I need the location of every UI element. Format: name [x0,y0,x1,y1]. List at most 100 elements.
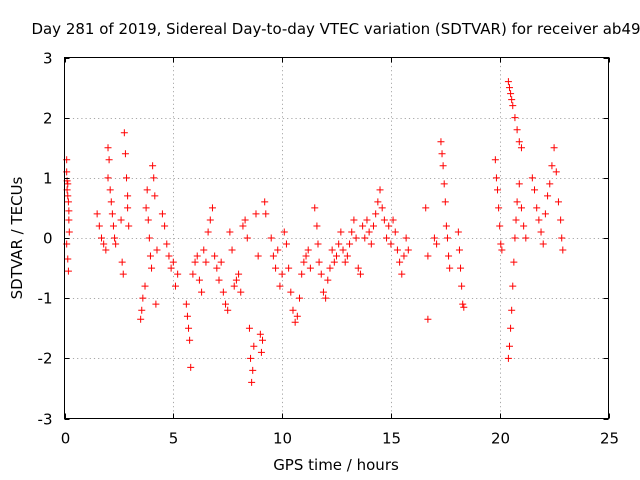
data-point [208,204,216,212]
data-point [504,354,512,362]
data-point [328,246,336,254]
y-tick-label: -3 [38,411,53,429]
data-point [509,282,517,290]
data-point [187,363,195,371]
data-point [424,315,432,323]
data-point [241,216,249,224]
data-point [337,228,345,236]
data-point [121,150,129,158]
data-point [317,270,325,278]
data-point [454,228,462,236]
data-point [391,228,399,236]
data-point [300,258,308,266]
data-point [509,102,517,110]
data-point [191,258,199,266]
data-point [211,252,219,260]
data-point [535,216,543,224]
data-point [537,228,545,236]
data-point [361,234,369,242]
data-point [224,306,232,314]
data-point [262,210,270,218]
data-point [102,246,110,254]
data-point [544,192,552,200]
data-point [138,306,146,314]
data-point [533,204,541,212]
data-point [367,240,375,248]
data-point [494,186,502,194]
data-point [330,258,338,266]
data-point [143,186,151,194]
data-point [120,129,128,137]
data-point [65,216,73,224]
data-point [314,240,322,248]
data-point [393,246,401,254]
data-point [261,198,269,206]
data-point [546,180,554,188]
data-point [202,258,210,266]
data-point [104,144,112,152]
data-point [398,270,406,278]
data-point [250,342,258,350]
data-point [313,222,321,230]
data-point [315,258,323,266]
data-point [146,252,154,260]
data-point [460,303,468,311]
data-point [374,198,382,206]
data-point [558,234,566,242]
data-point [282,240,290,248]
data-point [548,162,556,170]
data-point [222,300,230,308]
data-point [64,198,72,206]
data-point [507,90,515,98]
data-point [433,240,441,248]
data-point [441,198,449,206]
data-point [302,252,310,260]
data-point [508,96,516,104]
data-point [389,216,397,224]
data-point [539,240,547,248]
data-point [512,216,520,224]
data-point [322,294,330,302]
data-point [118,258,126,266]
data-point [550,144,558,152]
data-point [254,252,262,260]
data-point [455,246,463,254]
data-points [63,78,567,386]
x-tick-label: 10 [273,430,292,448]
data-point [256,330,264,338]
data-point [193,252,201,260]
y-tick-label: 1 [43,170,53,188]
data-point [458,282,466,290]
data-point [108,210,116,218]
data-point [443,234,451,242]
data-point [333,252,340,260]
tick-labels: 0 5 10 15 20 25 -3 -2 -1 0 1 2 3 [38,50,620,448]
data-point [148,264,156,272]
data-point [150,174,158,182]
data-point [137,315,145,323]
chart-title: Day 281 of 2019, Sidereal Day-to-day VTE… [31,20,640,38]
data-point [267,234,275,242]
data-point [346,240,354,248]
y-tick-label: 0 [43,230,53,248]
data-point [119,270,127,278]
data-point [230,282,238,290]
data-point [552,168,560,176]
data-point [280,228,288,236]
data-point [497,240,505,248]
data-point [245,324,253,332]
data-point [252,210,260,218]
data-point [352,234,360,242]
data-point [200,246,208,254]
data-point [457,264,465,272]
x-tick-label: 5 [169,430,179,448]
data-point [356,270,364,278]
data-point [165,252,173,260]
x-tick-label: 20 [491,430,510,448]
y-tick-label: -1 [38,290,53,308]
data-point [243,234,251,242]
data-point [161,222,169,230]
data-point [239,222,247,230]
data-point [174,270,182,278]
data-point [508,306,516,314]
